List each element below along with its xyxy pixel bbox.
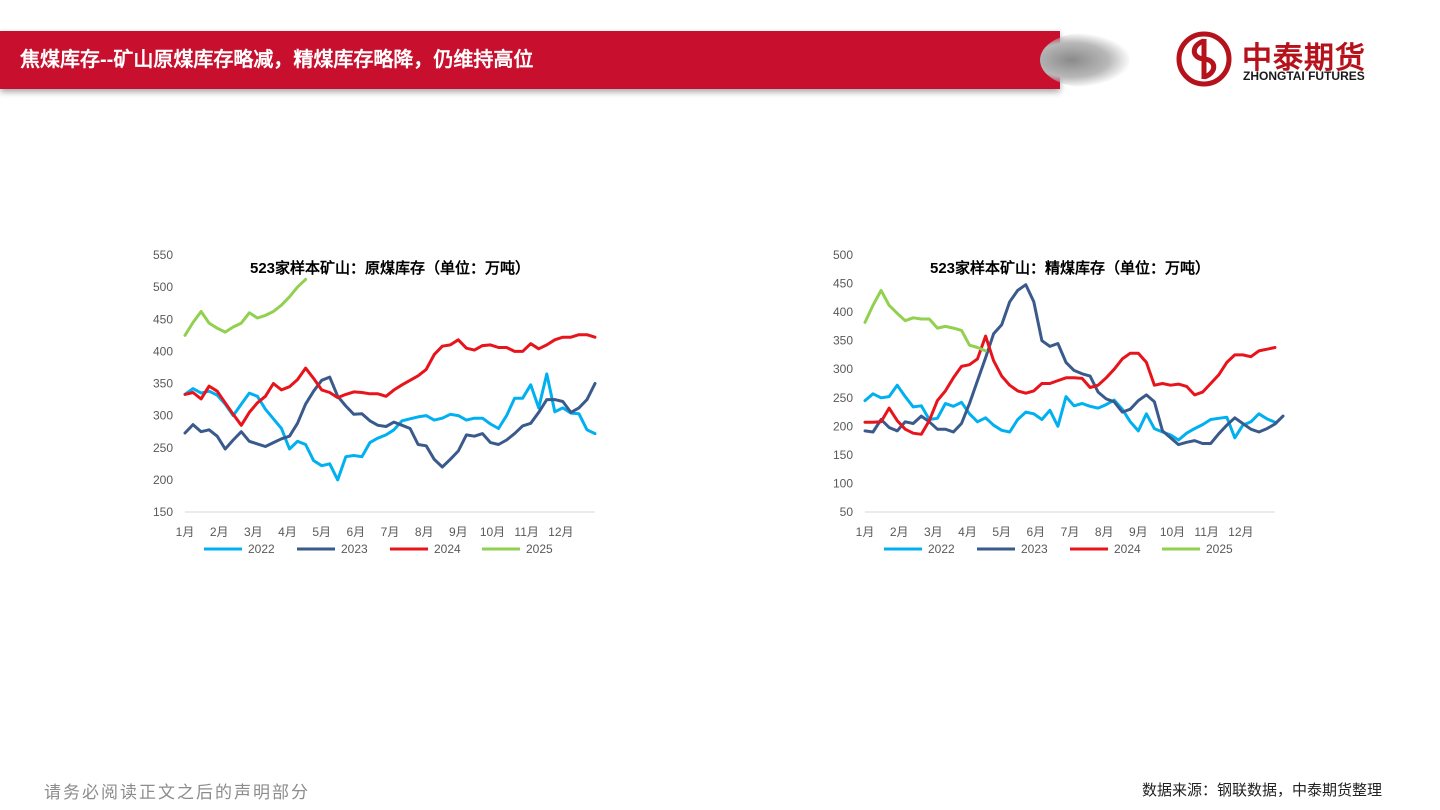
y-tick-label: 50 xyxy=(840,505,854,519)
legend-label-2022: 2022 xyxy=(248,542,275,556)
raw-coal-inventory-chart: 150 200 250 300 350 400 450 500 550 1月 2月 3月 4月 5月 6月 7… xyxy=(153,248,597,556)
series-line-2024 xyxy=(863,334,1277,436)
x-tick-label: 2月 xyxy=(210,525,229,539)
page-title: 焦煤库存--矿山原煤库存略减，精煤库存略降，仍维持高位 xyxy=(20,49,534,71)
y-tick-label: 150 xyxy=(833,448,853,462)
y-tick-label: 400 xyxy=(833,305,853,319)
series-line-2022 xyxy=(863,383,1277,442)
y-tick-label: 200 xyxy=(833,419,853,433)
y-tick-label: 500 xyxy=(153,280,173,294)
logo-name-en: ZHONGTAI FUTURES xyxy=(1243,69,1365,83)
chart-title: 523家样本矿山：原煤库存（单位：万吨） xyxy=(250,259,530,277)
header-bar-shadow xyxy=(1040,33,1130,87)
legend-label-2024: 2024 xyxy=(1114,542,1141,556)
clean-coal-inventory-chart: 50 100 150 200 250 300 350 400 450 500 1月 2月 3月 4月 5月 6… xyxy=(833,248,1285,556)
x-tick-label: 10月 xyxy=(1160,525,1185,539)
series-line-2024 xyxy=(183,333,597,427)
x-tick-label: 6月 xyxy=(1026,525,1045,539)
y-tick-label: 300 xyxy=(153,409,173,423)
x-tick-label: 3月 xyxy=(924,525,943,539)
x-tick-label: 4月 xyxy=(278,525,297,539)
y-tick-label: 150 xyxy=(153,505,173,519)
series-line-2022 xyxy=(183,372,597,482)
disclaimer-text: 请务必阅读正文之后的声明部分 xyxy=(44,783,310,803)
x-tick-label: 9月 xyxy=(1129,525,1148,539)
y-tick-label: 400 xyxy=(153,344,173,358)
x-tick-label: 2月 xyxy=(890,525,909,539)
legend-label-2023: 2023 xyxy=(1021,542,1048,556)
x-tick-label: 11月 xyxy=(1194,525,1218,539)
x-tick-label: 8月 xyxy=(1095,525,1114,539)
logo-mark-icon xyxy=(1176,31,1232,87)
series-line-2025 xyxy=(863,288,988,353)
x-tick-label: 12月 xyxy=(1228,525,1253,539)
x-tick-label: 12月 xyxy=(548,525,573,539)
y-tick-label: 200 xyxy=(153,473,173,487)
x-tick-label: 4月 xyxy=(958,525,977,539)
legend-label-2022: 2022 xyxy=(928,542,955,556)
x-tick-label: 1月 xyxy=(176,525,195,539)
x-tick-label: 5月 xyxy=(992,525,1011,539)
chart-title: 523家样本矿山：精煤库存（单位：万吨） xyxy=(930,259,1210,277)
header-bar xyxy=(0,31,1060,89)
x-tick-label: 7月 xyxy=(381,525,400,539)
y-tick-label: 500 xyxy=(833,248,853,262)
y-tick-label: 100 xyxy=(833,476,853,490)
x-tick-label: 9月 xyxy=(449,525,468,539)
legend-label-2025: 2025 xyxy=(526,542,553,556)
y-tick-label: 350 xyxy=(833,334,853,348)
x-tick-label: 11月 xyxy=(514,525,538,539)
series-line-2023 xyxy=(863,283,1285,447)
data-source-text: 数据来源：钢联数据，中泰期货整理 xyxy=(1141,781,1382,799)
x-tick-label: 6月 xyxy=(346,525,365,539)
y-tick-label: 250 xyxy=(153,441,173,455)
legend-label-2024: 2024 xyxy=(434,542,461,556)
company-logo: 中泰期货 ZHONGTAI FUTURES xyxy=(1176,31,1416,91)
y-tick-label: 550 xyxy=(153,248,173,262)
y-tick-label: 450 xyxy=(833,277,853,291)
x-tick-label: 10月 xyxy=(480,525,505,539)
series-line-2025 xyxy=(183,277,308,337)
x-tick-label: 7月 xyxy=(1061,525,1080,539)
y-tick-label: 300 xyxy=(833,362,853,376)
y-tick-label: 350 xyxy=(153,377,173,391)
x-tick-label: 3月 xyxy=(244,525,263,539)
y-tick-label: 450 xyxy=(153,312,173,326)
logo-name-cn: 中泰期货 xyxy=(1242,42,1366,75)
series-line-2023 xyxy=(183,375,597,469)
legend-label-2023: 2023 xyxy=(341,542,368,556)
legend-label-2025: 2025 xyxy=(1206,542,1233,556)
x-tick-label: 1月 xyxy=(856,525,875,539)
x-tick-label: 5月 xyxy=(312,525,331,539)
y-tick-label: 250 xyxy=(833,391,853,405)
x-tick-label: 8月 xyxy=(415,525,434,539)
